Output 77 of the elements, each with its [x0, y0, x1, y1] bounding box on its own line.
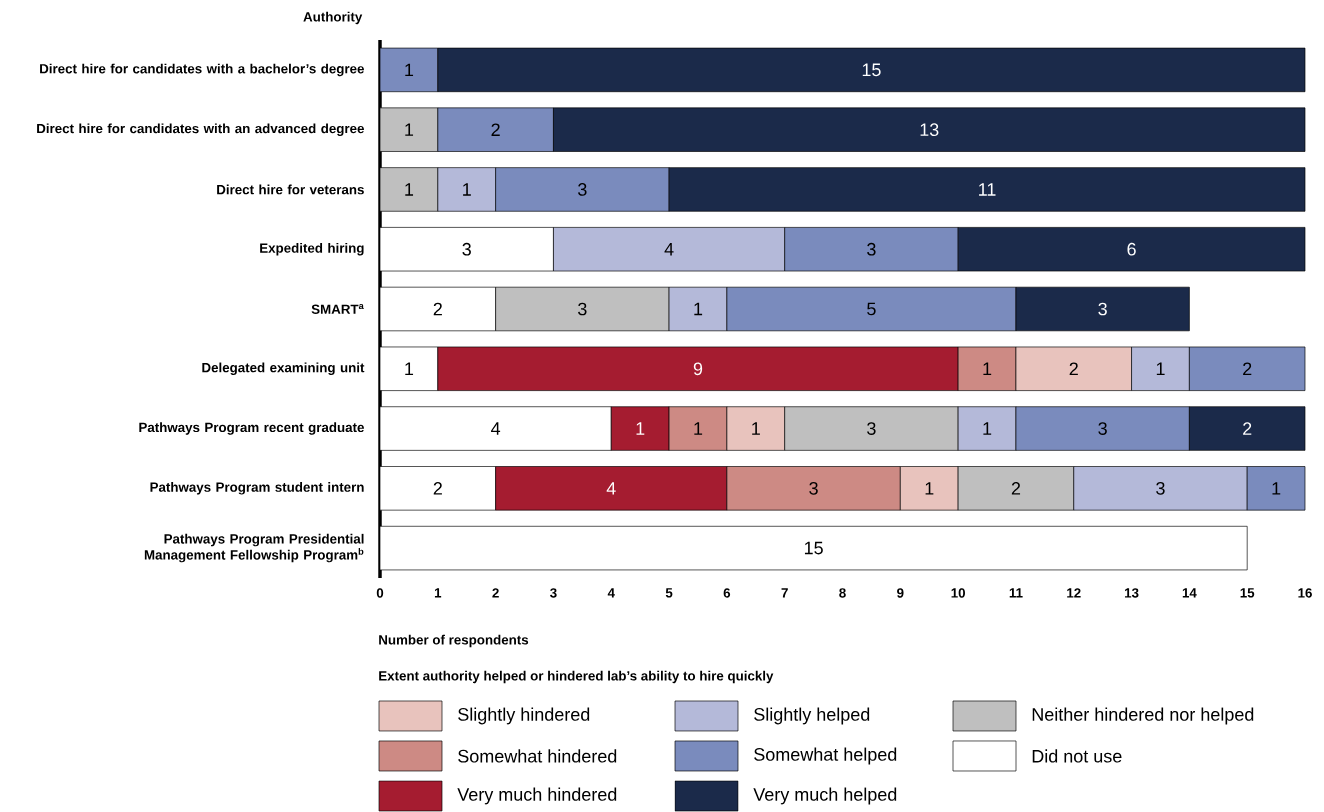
- legend-label: Did not use: [1032, 749, 1122, 763]
- x-tick-label: 8: [839, 588, 846, 598]
- data-label: 15: [862, 63, 881, 77]
- data-label: 1: [405, 183, 414, 196]
- y-tick-label: Direct hire for candidates with a bachelor’s degree: [40, 63, 364, 77]
- data-label: 6: [1127, 242, 1136, 256]
- x-tick-label: 10: [951, 588, 966, 598]
- legend-label: Somewhat hindered: [458, 749, 617, 763]
- data-label: 3: [462, 242, 471, 256]
- data-label: 1: [1272, 482, 1281, 495]
- x-tick-label: 1: [434, 588, 442, 598]
- data-label: 1: [925, 482, 934, 495]
- data-label: 3: [578, 183, 587, 196]
- data-label: 2: [1069, 362, 1078, 376]
- y-tick-label: Expedited hiring: [260, 242, 364, 256]
- data-label: 15: [804, 541, 823, 555]
- x-tick-label: 7: [781, 588, 788, 598]
- data-label: 4: [664, 243, 674, 256]
- x-tick-label: 2: [492, 588, 499, 598]
- data-label: 1: [1156, 362, 1165, 375]
- x-tick-label: 15: [1240, 588, 1255, 598]
- x-tick-label: 6: [723, 588, 731, 598]
- data-label: 1: [983, 362, 992, 375]
- data-label: 11: [979, 183, 996, 196]
- legend-title: Extent authority helped or hindered lab’s ability to hire quickly: [379, 670, 774, 684]
- x-tick-label: 13: [1124, 588, 1139, 598]
- data-label: 1: [694, 302, 703, 316]
- data-label: 2: [491, 123, 500, 136]
- data-label: 3: [1098, 302, 1107, 316]
- y-tick-label: Pathways Program student intern: [150, 482, 364, 495]
- data-label: 1: [983, 422, 992, 435]
- data-label: 3: [867, 242, 876, 256]
- data-label: 1: [405, 123, 414, 136]
- x-tick-label: 16: [1298, 588, 1312, 598]
- data-label: 1: [694, 422, 703, 435]
- y-tick-label: Direct hire for veterans: [217, 184, 364, 195]
- data-label: 1: [405, 362, 414, 375]
- legend-label: Very much helped: [753, 787, 897, 805]
- data-label: 1: [752, 422, 760, 435]
- data-label: 2: [433, 482, 442, 495]
- data-label: 1: [636, 422, 645, 435]
- data-label: 5: [867, 302, 876, 316]
- data-label: 4: [491, 422, 501, 435]
- data-label: 2: [1243, 422, 1252, 435]
- legend-label: Very much hindered: [457, 787, 617, 805]
- data-label: 2: [1011, 482, 1021, 495]
- data-label: 3: [867, 422, 876, 435]
- legend-label: Slightly hindered: [458, 707, 590, 725]
- legend-label: Somewhat helped: [754, 747, 897, 765]
- data-label: 1: [405, 63, 414, 77]
- x-axis-title: Number of respondents: [379, 634, 529, 648]
- legend-label: Neither hindered nor helped: [1032, 707, 1254, 725]
- y-tick-label: Pathways Program recent graduate: [139, 422, 364, 435]
- x-tick-label: 9: [897, 588, 904, 598]
- y-tick-label: Pathways Program Presidential Management Fellowship Program$^{b}$: [144, 533, 364, 563]
- data-label: 2: [1243, 362, 1252, 376]
- data-label: 1: [463, 183, 471, 196]
- x-tick-label: 0: [376, 588, 384, 598]
- x-tick-label: 5: [665, 588, 673, 598]
- data-label: 2: [433, 302, 442, 316]
- legend-label: Slightly helped: [754, 707, 870, 725]
- y-tick-label: Direct hire for candidates with an advanced degree: [37, 123, 364, 136]
- y-tick-label: Delegated examining unit: [202, 362, 365, 376]
- data-label: 13: [920, 123, 939, 137]
- data-label: 4: [606, 482, 616, 495]
- x-tick-label: 12: [1067, 588, 1081, 598]
- data-label: 3: [1156, 481, 1165, 495]
- y-tick-label: SMART$^{a}$: [311, 304, 364, 314]
- data-label: 3: [578, 302, 587, 316]
- x-tick-label: 4: [607, 588, 615, 598]
- x-tick-label: 11: [1009, 588, 1023, 598]
- y-axis-title: Authority: [303, 11, 363, 25]
- x-tick-label: 14: [1182, 588, 1197, 598]
- data-label: 3: [1098, 422, 1107, 435]
- x-tick-label: 3: [550, 588, 557, 598]
- data-label: 3: [809, 481, 818, 495]
- data-label: 9: [693, 362, 703, 376]
